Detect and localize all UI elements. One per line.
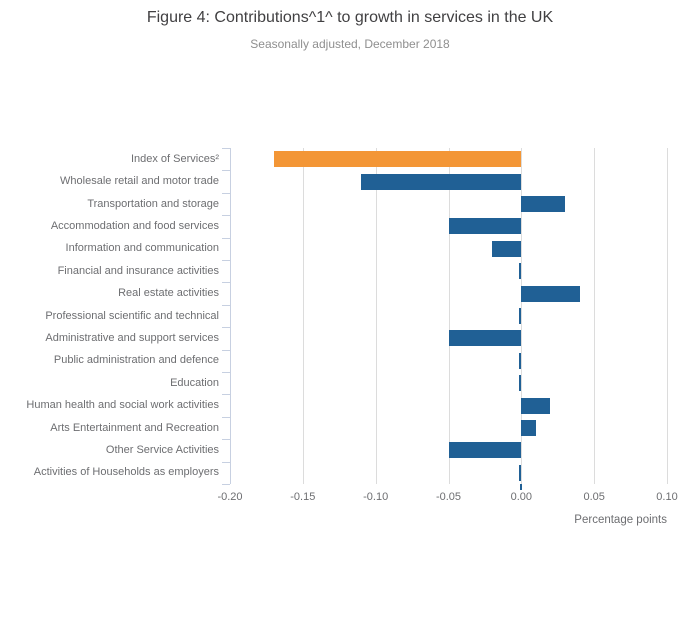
y-axis-tick xyxy=(222,282,230,284)
gridline xyxy=(594,148,596,484)
gridline xyxy=(375,148,377,484)
bar xyxy=(521,420,536,436)
category-axis-labels: Index of Services² Wholesale retail and m… xyxy=(0,148,219,484)
y-axis-tick xyxy=(222,372,230,373)
category-label: Human health and social work activities xyxy=(26,399,219,412)
bar xyxy=(519,308,522,324)
y-axis-tick xyxy=(222,260,230,261)
x-tick-label: -0.05 xyxy=(435,491,462,503)
category-label: Other Service Activities xyxy=(105,443,219,456)
y-axis-tick xyxy=(222,394,230,396)
x-tick-label: 0.10 xyxy=(656,491,678,503)
category-label: Administrative and support services xyxy=(45,331,219,344)
x-tick-label: -0.10 xyxy=(363,491,389,503)
bar xyxy=(519,464,522,481)
category-label: Arts Entertainment and Recreation xyxy=(50,421,219,434)
bar xyxy=(361,173,522,190)
y-axis-tick xyxy=(222,237,230,239)
y-axis-tick xyxy=(222,461,230,463)
x-tick-label: 0.00 xyxy=(510,491,533,503)
gridline xyxy=(667,148,668,484)
x-tick-label: -0.20 xyxy=(217,491,243,503)
bar xyxy=(519,352,522,369)
category-label: Real estate activities xyxy=(118,287,219,300)
bar xyxy=(519,375,522,392)
y-axis-tick xyxy=(222,439,230,441)
category-label: Accommodation and food services xyxy=(50,219,219,232)
y-axis-tick xyxy=(222,416,230,418)
bar xyxy=(521,285,580,302)
y-axis-line xyxy=(230,148,231,484)
category-label: Index of Services² xyxy=(130,152,219,165)
chart-title: Figure 4: Contributions^1^ to growth in … xyxy=(146,9,554,26)
category-label: Education xyxy=(170,376,219,389)
category-label: Transportation and storage xyxy=(87,197,219,210)
category-label: Information and communication xyxy=(65,242,219,255)
y-axis-tick xyxy=(222,148,230,149)
y-axis-tick xyxy=(222,349,230,351)
y-axis-tick xyxy=(222,327,230,329)
x-tick-label: 0.05 xyxy=(583,491,605,503)
x-axis-label: Percentage points xyxy=(574,514,667,526)
y-axis-tick xyxy=(222,215,230,217)
category-label: Financial and insurance activities xyxy=(57,264,219,277)
category-label: Activities of Households as employers xyxy=(33,466,219,479)
gridline xyxy=(521,148,523,484)
bar xyxy=(448,218,522,235)
category-label: Professional scientific and technical xyxy=(45,309,219,322)
chart-subtitle: Seasonally adjusted, December 2018 xyxy=(250,37,450,51)
x-tick-label: -0.15 xyxy=(290,491,316,503)
y-axis-tick xyxy=(222,170,230,172)
bar xyxy=(519,263,522,280)
y-axis-tick xyxy=(222,304,230,306)
bar xyxy=(521,397,551,414)
y-axis-tick xyxy=(222,192,230,194)
gridline xyxy=(448,148,450,484)
category-label: Public administration and defence xyxy=(53,354,219,367)
y-axis-tick xyxy=(222,484,230,485)
plot-area: -0.20 -0.15 -0.10 -0.05 0.00 0.05 0.10 Percenta… xyxy=(217,148,678,526)
bar xyxy=(273,151,522,168)
bar xyxy=(448,442,522,459)
bar xyxy=(521,196,565,212)
zero-axis-tick xyxy=(520,484,523,490)
bar xyxy=(448,330,522,347)
category-label: Wholesale retail and motor trade xyxy=(60,175,219,188)
bar xyxy=(492,240,522,257)
gridline xyxy=(302,148,304,484)
